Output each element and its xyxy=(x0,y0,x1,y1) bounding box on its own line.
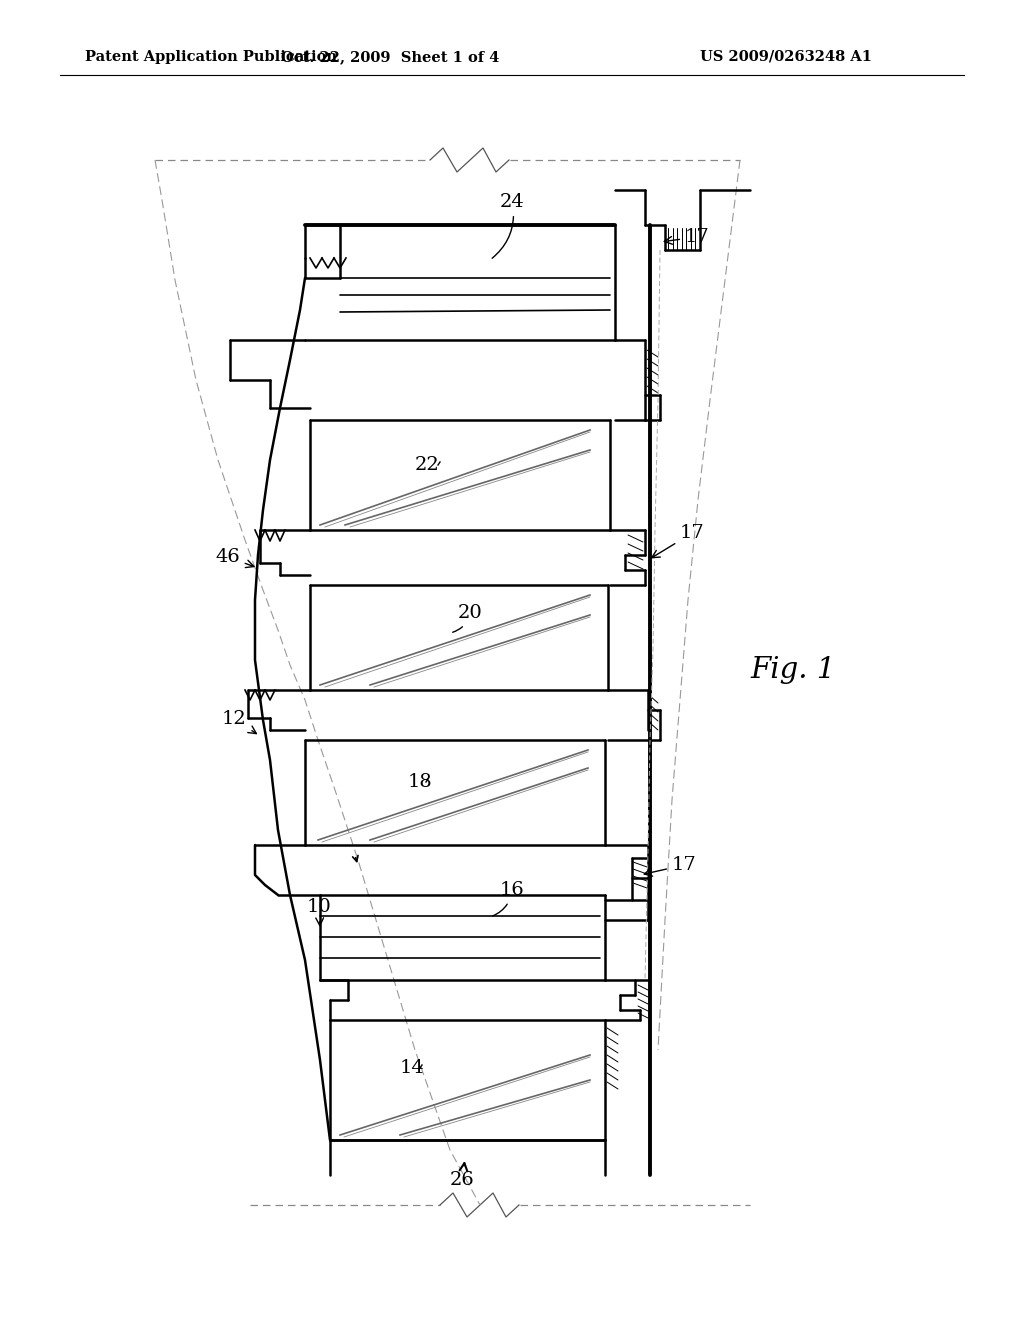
Text: 46: 46 xyxy=(215,548,254,568)
Text: 26: 26 xyxy=(450,1163,475,1189)
Text: 17: 17 xyxy=(651,524,705,558)
Text: 17: 17 xyxy=(644,855,696,876)
Text: 12: 12 xyxy=(222,710,256,734)
Text: 18: 18 xyxy=(408,774,433,791)
Text: 22: 22 xyxy=(415,455,439,474)
Text: Patent Application Publication: Patent Application Publication xyxy=(85,50,337,63)
Text: 24: 24 xyxy=(493,193,524,259)
Text: 20: 20 xyxy=(453,605,482,632)
Text: Fig. 1: Fig. 1 xyxy=(750,656,836,684)
Text: 16: 16 xyxy=(493,880,524,916)
Text: 14: 14 xyxy=(400,1059,425,1077)
Text: 17: 17 xyxy=(665,228,710,246)
Text: US 2009/0263248 A1: US 2009/0263248 A1 xyxy=(700,50,872,63)
Text: 10: 10 xyxy=(307,898,332,925)
Text: Oct. 22, 2009  Sheet 1 of 4: Oct. 22, 2009 Sheet 1 of 4 xyxy=(281,50,499,63)
